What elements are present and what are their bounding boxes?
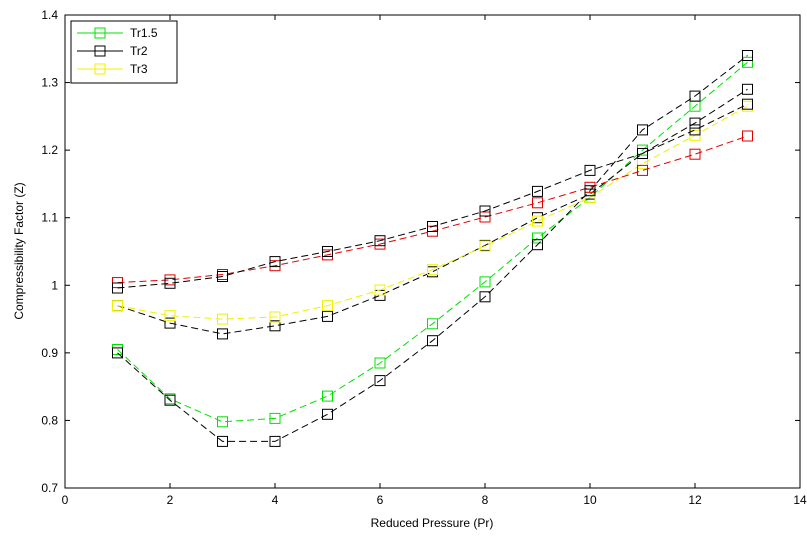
data-point	[164, 394, 176, 406]
data-point	[164, 310, 176, 322]
y-tick-label: 1.4	[41, 8, 58, 22]
data-point	[322, 408, 333, 420]
legend: Tr1.5 Tr2 Tr3	[70, 20, 178, 84]
data-point	[269, 320, 281, 332]
y-tick-label: 1.2	[41, 143, 58, 157]
y-tick-label: 1	[51, 278, 58, 292]
data-point	[742, 98, 753, 110]
data-point	[479, 205, 491, 217]
data-point	[374, 235, 386, 247]
legend-entry: Tr3	[77, 62, 148, 76]
data-point	[427, 221, 438, 232]
data-point	[689, 90, 701, 102]
data-point	[269, 412, 281, 424]
series-line	[117, 105, 748, 320]
series-marks	[112, 50, 753, 447]
x-tick-label: 0	[62, 493, 69, 507]
data-point	[742, 50, 753, 61]
data-point	[164, 277, 176, 289]
data-point	[427, 264, 438, 276]
data-point	[584, 185, 596, 197]
data-point	[637, 124, 648, 136]
x-tick-label: 8	[482, 493, 489, 507]
legend-label: Tr2	[130, 44, 148, 58]
data-point	[217, 271, 228, 282]
x-axis-label: Reduced Pressure (Pr)	[371, 516, 494, 530]
data-point	[427, 335, 438, 347]
x-tick-label: 2	[167, 493, 174, 507]
legend-box	[70, 20, 178, 84]
data-point	[532, 185, 543, 197]
data-point	[637, 148, 648, 159]
data-point	[217, 328, 228, 340]
data-point	[532, 197, 543, 209]
y-axis-label: Compressibility Factor (Z)	[12, 182, 26, 319]
legend-marker	[94, 63, 106, 75]
plot-area	[65, 15, 800, 488]
data-point	[479, 240, 491, 252]
data-point	[322, 390, 333, 402]
data-point	[112, 300, 123, 312]
data-point	[322, 300, 333, 312]
data-point	[427, 318, 438, 330]
data-point	[374, 375, 386, 387]
data-point	[269, 435, 281, 447]
data-point	[374, 357, 386, 369]
data-point	[689, 117, 701, 129]
data-point	[479, 211, 491, 223]
data-point	[112, 282, 123, 294]
x-tick-label: 4	[272, 493, 279, 507]
y-tick-label: 1.3	[41, 76, 58, 90]
data-point	[532, 239, 543, 251]
series-line	[117, 103, 748, 289]
data-point	[164, 317, 176, 329]
data-point	[269, 311, 281, 323]
series-line	[117, 55, 748, 442]
axes: 0 2 4 6 8 10 12 14 0.7 0.8 0.9 1 1.1 1.2 1.3 1.4	[41, 8, 807, 507]
data-point	[217, 435, 228, 447]
x-tick-label: 6	[377, 493, 384, 507]
data-point	[532, 232, 543, 244]
y-tick-label: 0.7	[41, 481, 58, 495]
data-point	[479, 276, 491, 288]
y-tick-label: 0.9	[41, 346, 58, 360]
data-point	[322, 246, 333, 257]
series-5	[112, 98, 753, 294]
data-point	[479, 291, 491, 303]
x-tick-label: 14	[793, 493, 807, 507]
legend-marker	[94, 45, 106, 57]
y-tick-label: 1.1	[41, 211, 58, 225]
data-point	[689, 148, 701, 160]
data-point	[742, 130, 753, 142]
data-point	[742, 56, 753, 68]
legend-label: Tr3	[130, 62, 148, 76]
data-point	[742, 83, 753, 95]
legend-entry: Tr2	[77, 44, 148, 58]
data-point	[374, 284, 386, 296]
data-point	[322, 310, 333, 322]
series-6	[112, 50, 753, 447]
y-tick-label: 0.8	[41, 413, 58, 427]
x-tick-label: 12	[688, 493, 702, 507]
data-point	[637, 164, 648, 176]
series-line	[117, 61, 748, 423]
data-point	[584, 164, 596, 176]
legend-entry: Tr1.5	[77, 26, 158, 40]
data-point	[269, 256, 281, 268]
legend-label: Tr1.5	[130, 26, 158, 40]
data-point	[532, 215, 543, 227]
data-point	[689, 124, 701, 136]
x-tick-label: 10	[583, 493, 597, 507]
data-point	[217, 416, 228, 428]
data-point	[112, 347, 123, 359]
axes-frame	[64, 14, 801, 489]
legend-marker	[94, 27, 106, 39]
data-point	[217, 313, 228, 325]
